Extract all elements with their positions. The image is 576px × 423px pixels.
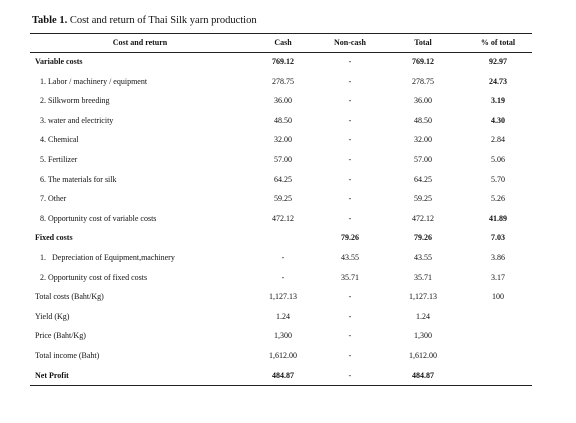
cell: 5.26: [491, 194, 505, 204]
cell: 1,127.13: [409, 292, 437, 302]
cell: 1,612.00: [269, 351, 297, 360]
cell: 484.87: [412, 370, 434, 380]
row-label: Net Profit: [35, 370, 69, 380]
cell: -: [348, 292, 352, 302]
cell: 2.84: [491, 135, 505, 145]
cell: -: [348, 155, 352, 164]
cell: 7.03: [491, 233, 505, 243]
cell: 48.50: [274, 115, 292, 125]
cell: 1,300: [274, 331, 292, 341]
cell: 1,612.00: [409, 351, 437, 360]
cell: -: [281, 272, 285, 282]
cell: 4.30: [491, 115, 505, 125]
cell: -: [348, 331, 352, 341]
row-label: Fixed costs: [35, 233, 73, 243]
cell: 79.26: [341, 233, 359, 243]
cell: 3.86: [491, 253, 505, 262]
cell: 36.00: [274, 96, 292, 106]
cell: 472.12: [412, 213, 434, 223]
cell: 3.17: [491, 272, 505, 282]
cell: -: [348, 351, 352, 360]
cell: -: [348, 194, 352, 204]
row-label: Total costs (Baht/Kg): [35, 292, 104, 302]
cell: -: [348, 174, 352, 184]
cell: 43.55: [341, 253, 359, 262]
row-label: Price (Baht/Kg): [35, 331, 86, 341]
cell: 100: [492, 292, 504, 302]
cell: 1.24: [416, 311, 430, 321]
cell: -: [348, 213, 352, 223]
cell: 41.89: [489, 213, 507, 223]
cell: -: [348, 76, 352, 86]
cell: 278.75: [412, 76, 434, 86]
cell: 32.00: [414, 135, 432, 145]
cell: 769.12: [412, 57, 434, 66]
cell: 1,127.13: [269, 292, 297, 302]
cell: -: [348, 135, 352, 145]
cell: -: [281, 253, 285, 262]
cell: 5.06: [491, 155, 505, 164]
row-label: Total income (Baht): [35, 351, 100, 360]
cell: 35.71: [414, 272, 432, 282]
table-caption: Cost and return of Thai Silk yarn produc…: [69, 15, 257, 26]
cell: 57.00: [414, 155, 432, 164]
cell: -: [348, 57, 352, 66]
row-label: 8. Opportunity cost of variable costs: [40, 213, 157, 223]
column-header: Total: [414, 38, 432, 47]
bottom-rule: [30, 385, 532, 386]
cell: 1.24: [276, 311, 290, 321]
cell: 5.70: [491, 174, 505, 184]
cell: 3.19: [491, 96, 505, 106]
cell: 79.26: [414, 233, 432, 243]
header-rule: [30, 52, 532, 53]
cell: -: [348, 370, 352, 380]
row-label: 4. Chemical: [40, 135, 79, 145]
cell: -: [348, 115, 352, 125]
top-rule: [30, 33, 532, 34]
row-label: 1. Labor / machinery / equipment: [40, 76, 148, 86]
cell: 24.73: [489, 76, 507, 86]
row-label: 2. Opportunity cost of fixed costs: [40, 272, 148, 282]
row-label: 3. water and electricity: [40, 115, 114, 125]
column-header: % of total: [480, 38, 516, 47]
row-label: 5. Fertilizer: [40, 155, 78, 164]
cell: 64.25: [414, 174, 432, 184]
column-header: Non-cash: [333, 38, 367, 47]
cell: 59.25: [274, 194, 292, 204]
cell: 59.25: [414, 194, 432, 204]
row-label: 1. Depreciation of Equipment,machinery: [40, 253, 175, 262]
cell: 36.00: [414, 96, 432, 106]
cell: 32.00: [274, 135, 292, 145]
cell: -: [348, 96, 352, 106]
cell: 278.75: [272, 76, 294, 86]
cell: 35.71: [341, 272, 359, 282]
table-title: Table 1. Cost and return of Thai Silk ya…: [32, 15, 257, 26]
row-label: 6. The materials for silk: [40, 174, 117, 184]
cell: 1,300: [414, 331, 432, 341]
cell: 43.55: [414, 253, 432, 262]
cell: 92.97: [489, 57, 507, 66]
cell: 769.12: [272, 57, 294, 66]
row-label: 7. Other: [40, 194, 67, 204]
row-label: Variable costs: [35, 57, 83, 66]
cell: 484.87: [272, 370, 294, 380]
cell: -: [348, 311, 352, 321]
table-label: Table 1.: [32, 15, 68, 26]
cell: 48.50: [414, 115, 432, 125]
cell: 57.00: [274, 155, 292, 164]
cell: 472.12: [272, 213, 294, 223]
row-label: 2. Silkworm breeding: [40, 96, 110, 106]
column-header: Cash: [274, 38, 292, 47]
cell: 64.25: [274, 174, 292, 184]
column-header: Cost and return: [112, 38, 168, 47]
row-label: Yield (Kg): [35, 311, 70, 321]
